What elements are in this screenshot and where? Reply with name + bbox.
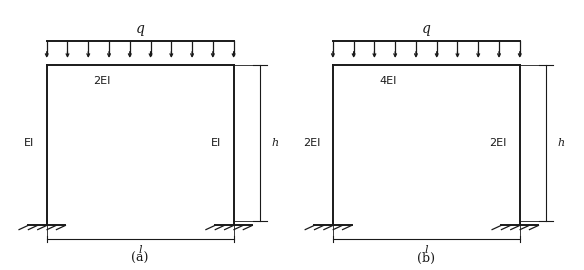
- Text: h: h: [272, 138, 279, 148]
- Text: 2EI: 2EI: [303, 138, 320, 148]
- Text: q: q: [135, 22, 145, 36]
- Text: h: h: [558, 138, 565, 148]
- Text: EI: EI: [210, 138, 221, 148]
- Text: l: l: [425, 245, 428, 255]
- Text: EI: EI: [23, 138, 34, 148]
- Text: 4EI: 4EI: [380, 76, 397, 86]
- Text: l: l: [138, 245, 142, 255]
- Text: 2EI: 2EI: [489, 138, 507, 148]
- Text: 2EI: 2EI: [93, 76, 111, 86]
- Text: (a): (a): [131, 252, 149, 265]
- Text: (b): (b): [418, 252, 435, 265]
- Text: q: q: [422, 22, 431, 36]
